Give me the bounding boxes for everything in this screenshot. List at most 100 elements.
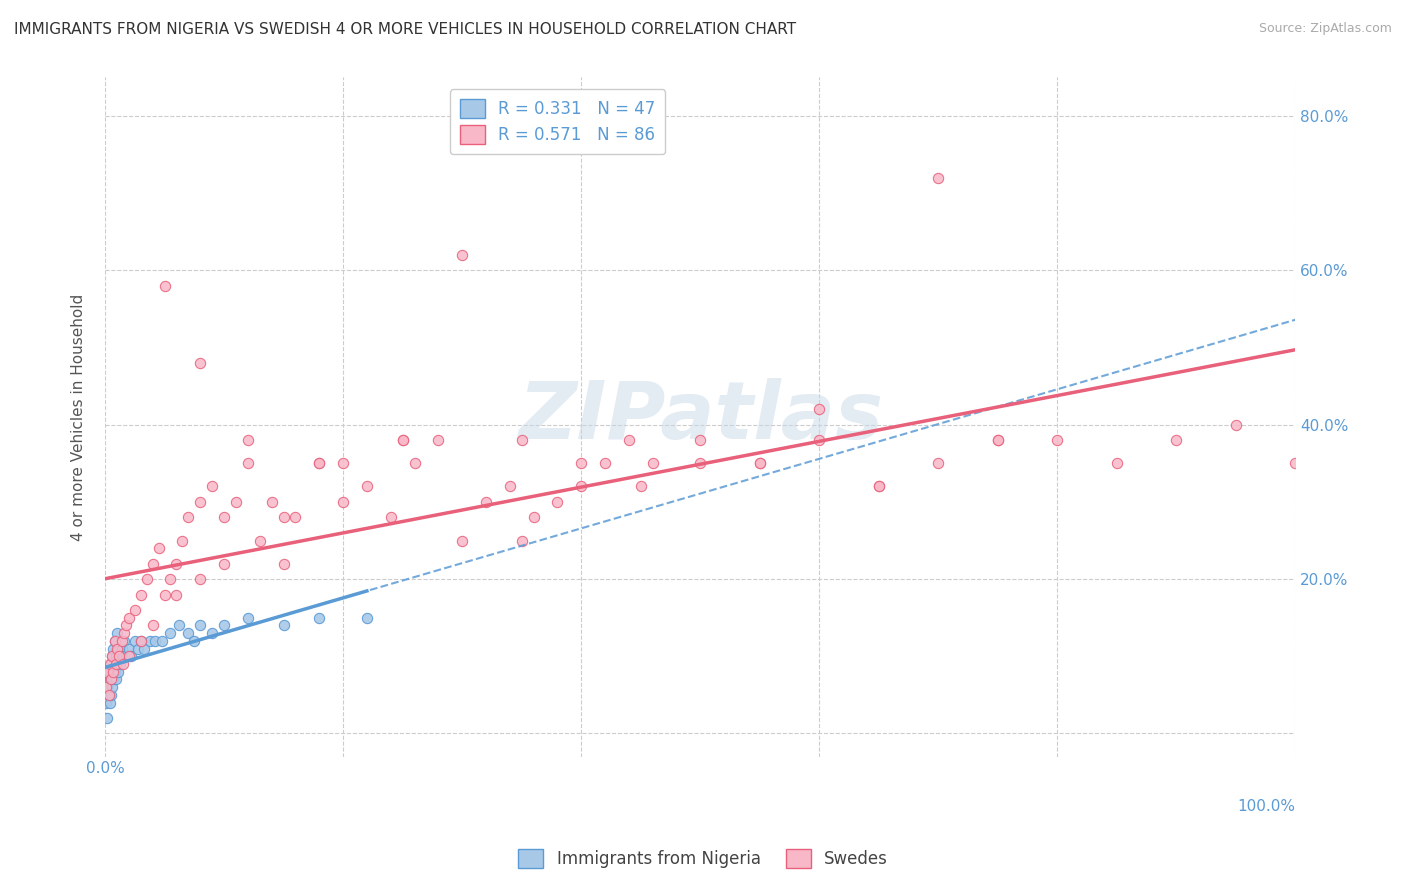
Point [153,278,176,293]
Point [111,633,134,648]
Point [273,557,295,571]
Point [617,433,640,447]
Point [103,633,125,648]
Point [188,572,211,586]
Point [101,649,124,664]
Point [356,610,378,624]
Point [1166,433,1188,447]
Point [236,610,259,624]
Point [475,495,498,509]
Point [273,618,295,632]
Point [167,618,190,632]
Point [927,456,949,470]
Point [510,533,533,548]
Point [249,533,271,548]
Point [103,633,125,648]
Point [201,626,224,640]
Point [380,510,402,524]
Point [159,572,181,586]
Point [118,641,141,656]
Point [103,665,125,679]
Point [153,588,176,602]
Point [332,495,354,509]
Point [987,433,1010,447]
Legend: R = 0.331   N = 47, R = 0.571   N = 86: R = 0.331 N = 47, R = 0.571 N = 86 [450,89,665,154]
Point [120,649,142,664]
Point [236,456,259,470]
Point [98,696,121,710]
Point [808,402,831,417]
Point [105,641,128,656]
Point [546,495,568,509]
Point [112,626,135,640]
Legend: Immigrants from Nigeria, Swedes: Immigrants from Nigeria, Swedes [512,842,894,875]
Point [96,680,118,694]
Point [748,456,770,470]
Point [808,433,831,447]
Point [212,618,235,632]
Point [451,248,474,262]
Point [510,433,533,447]
Point [868,479,890,493]
Point [100,673,122,687]
Point [273,510,295,524]
Point [150,633,173,648]
Point [308,456,330,470]
Point [96,680,118,694]
Point [1105,456,1128,470]
Point [225,495,247,509]
Point [201,479,224,493]
Point [111,641,134,656]
Y-axis label: 4 or more Vehicles in Household: 4 or more Vehicles in Household [72,293,86,541]
Point [101,649,124,664]
Point [212,510,235,524]
Point [101,680,124,694]
Point [188,618,211,632]
Point [593,456,616,470]
Point [104,673,127,687]
Point [689,433,711,447]
Point [143,633,166,648]
Point [108,649,131,664]
Point [129,633,152,648]
Point [108,649,131,664]
Point [569,456,592,470]
Point [110,657,132,671]
Point [284,510,307,524]
Point [97,688,120,702]
Point [100,688,122,702]
Point [107,665,129,679]
Point [129,633,152,648]
Point [98,673,121,687]
Point [96,696,118,710]
Point [142,557,165,571]
Point [987,433,1010,447]
Text: Source: ZipAtlas.com: Source: ZipAtlas.com [1258,22,1392,36]
Point [100,657,122,671]
Point [103,665,125,679]
Point [97,688,120,702]
Point [522,510,544,524]
Point [124,603,146,617]
Point [96,665,118,679]
Point [105,657,128,671]
Point [451,533,474,548]
Point [308,610,330,624]
Point [142,618,165,632]
Point [1225,417,1247,432]
Point [134,641,156,656]
Point [104,657,127,671]
Point [118,610,141,624]
Point [97,665,120,679]
Point [172,533,194,548]
Point [748,456,770,470]
Point [1284,456,1306,470]
Text: IMMIGRANTS FROM NIGERIA VS SWEDISH 4 OR MORE VEHICLES IN HOUSEHOLD CORRELATION C: IMMIGRANTS FROM NIGERIA VS SWEDISH 4 OR … [14,22,796,37]
Point [183,633,205,648]
Point [499,479,522,493]
Point [165,557,187,571]
Point [112,633,135,648]
Point [308,456,330,470]
Point [105,626,128,640]
Point [177,510,200,524]
